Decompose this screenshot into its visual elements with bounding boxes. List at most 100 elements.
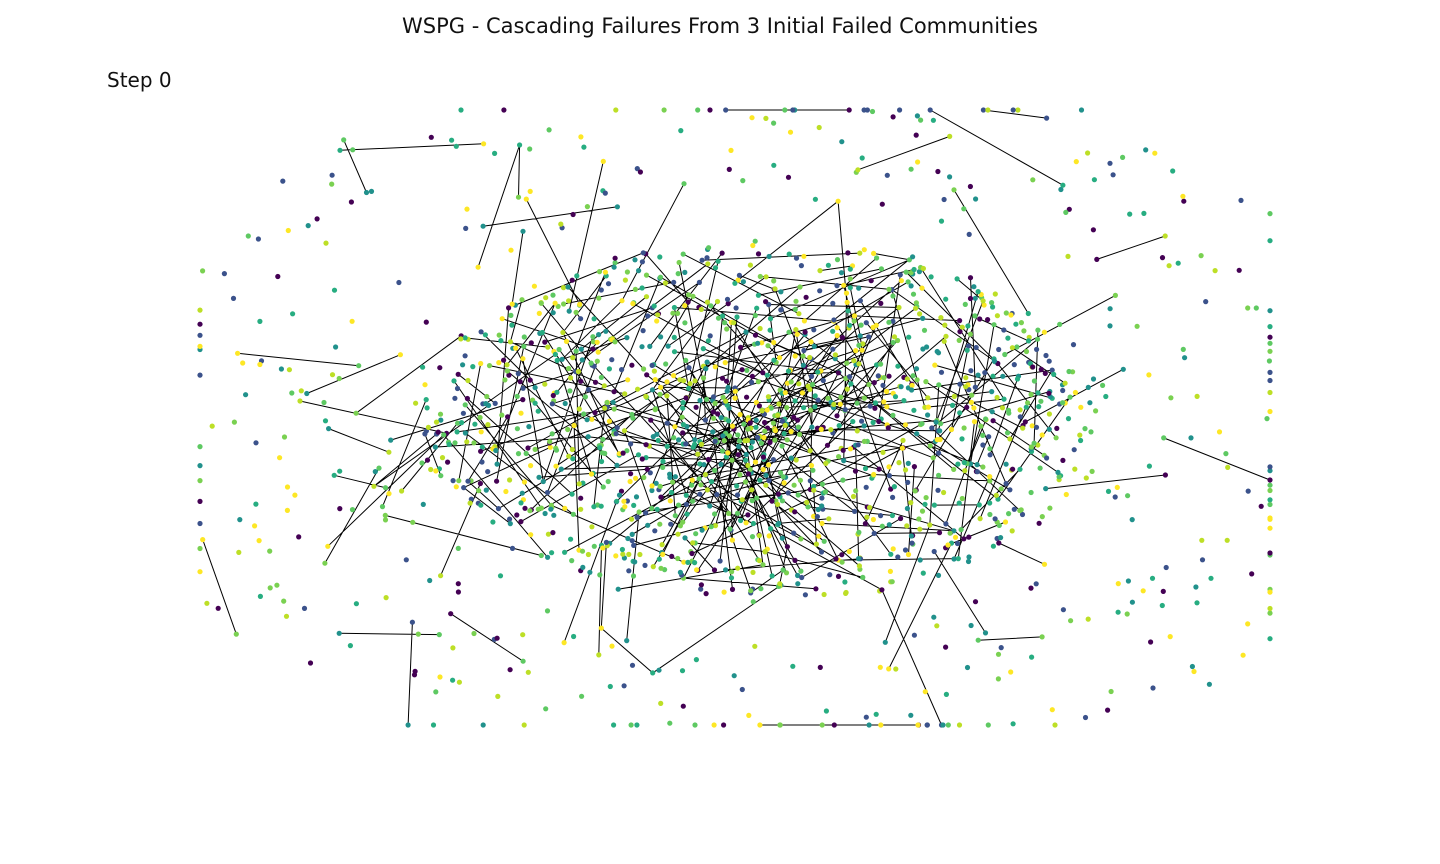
network-node: [1212, 268, 1218, 274]
network-node: [1033, 424, 1040, 430]
network-node: [771, 278, 777, 284]
network-node: [347, 643, 353, 649]
network-node: [538, 300, 544, 306]
network-node: [750, 569, 756, 576]
network-node: [445, 459, 451, 465]
network-node: [766, 533, 772, 539]
network-node: [982, 370, 988, 376]
network-node: [495, 506, 502, 512]
network-node: [871, 471, 877, 478]
network-node: [890, 494, 896, 500]
network-node: [881, 375, 887, 381]
network-node: [735, 277, 741, 283]
network-node: [569, 446, 576, 453]
network-node: [911, 266, 917, 273]
network-node: [790, 663, 796, 669]
network-node: [861, 423, 867, 429]
network-node: [793, 255, 800, 261]
network-node: [828, 427, 834, 433]
network-node: [999, 405, 1006, 411]
network-node: [1009, 528, 1015, 534]
network-node: [1146, 372, 1152, 378]
network-node: [822, 489, 829, 495]
network-node: [1025, 310, 1031, 317]
network-node: [1002, 519, 1009, 525]
network-node: [987, 452, 993, 458]
network-node: [1007, 487, 1013, 493]
network-node: [433, 468, 439, 474]
network-node: [844, 386, 850, 392]
network-node: [527, 508, 533, 514]
network-node: [879, 201, 885, 207]
network-node: [896, 304, 902, 311]
network-node: [197, 498, 203, 504]
network-node: [910, 291, 917, 297]
network-node: [672, 474, 679, 480]
network-node: [678, 128, 684, 134]
network-node: [658, 334, 664, 340]
network-node: [433, 419, 440, 425]
network-node: [965, 558, 972, 565]
network-node: [842, 407, 848, 413]
network-node: [1267, 550, 1273, 556]
network-node: [527, 377, 533, 383]
network-node: [1166, 263, 1172, 269]
network-node: [526, 424, 532, 430]
network-node: [943, 521, 949, 527]
network-node: [753, 417, 759, 423]
network-node: [897, 107, 903, 113]
network-node: [353, 410, 359, 416]
network-node: [1010, 721, 1016, 727]
network-node: [383, 595, 389, 601]
network-node: [655, 437, 661, 444]
network-node: [675, 555, 681, 562]
network-node: [563, 338, 570, 344]
network-node: [643, 294, 650, 300]
network-node: [1267, 324, 1273, 330]
network-node: [986, 434, 992, 440]
network-node: [297, 398, 303, 404]
network-node: [1091, 177, 1097, 183]
network-node: [886, 473, 893, 479]
network-node: [1060, 387, 1066, 394]
network-node: [668, 489, 675, 496]
network-node: [1082, 426, 1088, 432]
network-node: [1127, 211, 1133, 217]
network-node: [453, 143, 459, 149]
network-node: [590, 334, 596, 340]
network-node: [764, 407, 770, 413]
network-node: [779, 535, 785, 541]
network-node: [660, 551, 666, 558]
network-node: [764, 372, 770, 378]
network-node: [702, 417, 709, 423]
network-node: [729, 423, 736, 429]
network-node: [1198, 253, 1204, 259]
network-node: [639, 344, 645, 350]
network-node: [781, 431, 787, 437]
network-node: [545, 531, 552, 537]
network-node: [794, 331, 800, 337]
network-node: [624, 335, 630, 341]
network-node: [801, 405, 807, 411]
network-node: [1053, 435, 1059, 441]
network-node: [1108, 688, 1114, 695]
network-node: [331, 472, 337, 478]
network-node: [679, 414, 685, 420]
network-node: [809, 373, 815, 379]
network-node: [1055, 469, 1061, 475]
network-node: [356, 363, 362, 369]
network-node: [486, 402, 492, 408]
network-node: [835, 370, 842, 376]
network-node: [562, 505, 568, 511]
network-node: [598, 625, 604, 631]
network-node: [566, 298, 572, 304]
network-node: [1134, 323, 1140, 329]
network-node: [548, 502, 555, 508]
network-node: [785, 174, 792, 180]
network-node: [680, 519, 686, 525]
network-node: [925, 412, 931, 418]
network-node: [1078, 437, 1084, 444]
network-node: [231, 419, 237, 425]
network-node: [304, 390, 310, 397]
network-node: [230, 295, 237, 301]
